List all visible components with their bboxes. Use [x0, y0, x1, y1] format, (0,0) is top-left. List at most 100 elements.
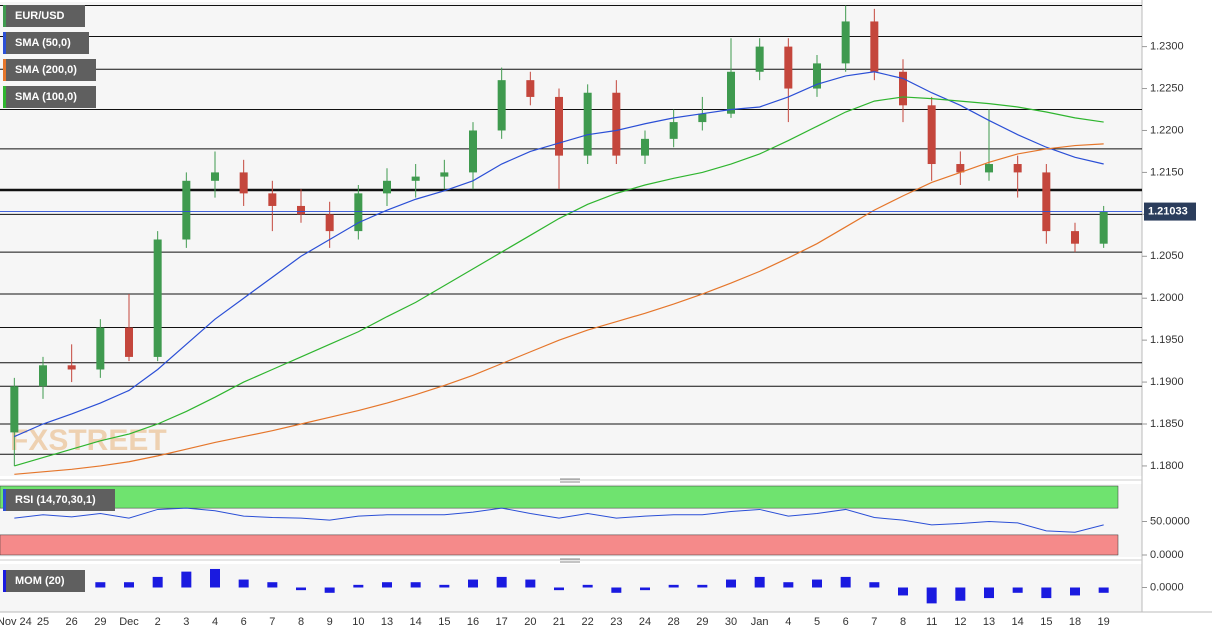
legend-swatch: [3, 59, 6, 81]
x-tick-label: 30: [725, 616, 737, 628]
mom-bar: [1070, 587, 1080, 596]
candle-body: [325, 214, 334, 232]
mom-bar: [869, 582, 880, 588]
sma-line: [14, 71, 1104, 438]
mom-bar: [1098, 587, 1109, 593]
x-tick-label: 15: [1040, 616, 1052, 628]
mom-bar: [210, 568, 220, 588]
mom-bar: [124, 582, 134, 588]
legend-box: [3, 489, 115, 511]
separator: [0, 478, 1142, 483]
mom-bar: [783, 582, 794, 588]
mom-bar: [640, 587, 650, 591]
mom-bar: [353, 584, 364, 588]
mom-bar: [324, 587, 335, 593]
separator: [0, 558, 1142, 563]
x-tick-label: 2: [155, 616, 161, 628]
candle-body: [526, 80, 535, 97]
candle-body: [239, 172, 248, 194]
y-tick-label: 1.2250: [1150, 82, 1184, 94]
candle-body: [899, 71, 907, 106]
legend-swatch: [3, 32, 6, 54]
x-tick-label: 4: [212, 616, 218, 628]
mom-bar: [238, 579, 249, 588]
x-tick-label: 13: [983, 616, 995, 628]
candle-body: [469, 130, 477, 173]
x-tick-label: 4: [785, 616, 791, 628]
y-tick-label: 1.2150: [1150, 166, 1184, 178]
y-tick-label: 1.1800: [1150, 460, 1184, 472]
mom-bar: [267, 582, 278, 588]
mom-bar: [898, 587, 908, 596]
x-tick-label: Dec: [119, 616, 139, 628]
mom-bar: [582, 584, 593, 588]
legend-swatch: [3, 86, 6, 108]
legend-label: SMA (200,0): [15, 64, 77, 76]
candle-body: [497, 80, 506, 131]
candle-body: [841, 21, 850, 64]
mom-bar: [840, 576, 851, 588]
y-tick-label: 0.0000: [1150, 581, 1184, 593]
mom-bar: [296, 587, 306, 591]
candle-body: [39, 365, 47, 387]
legend-box: [3, 5, 85, 27]
x-tick-label: 29: [94, 616, 106, 628]
x-tick-label: 12: [954, 616, 966, 628]
x-tick-label: 28: [668, 616, 680, 628]
legend-swatch: [3, 5, 6, 27]
y-tick-label: 1.2000: [1150, 292, 1184, 304]
mom-bar: [468, 579, 478, 588]
candle-body: [1071, 231, 1079, 244]
candle-body: [96, 327, 105, 370]
x-tick-label: 15: [438, 616, 450, 628]
candle-body: [555, 96, 563, 156]
candle-body: [153, 239, 162, 357]
x-tick-label: 8: [298, 616, 304, 628]
x-tick-label: 18: [1069, 616, 1081, 628]
overbought-band: [0, 485, 1119, 509]
mom-bar: [955, 587, 966, 601]
mom-bar: [95, 582, 106, 588]
x-tick-label: 14: [410, 616, 422, 628]
candle-body: [211, 172, 219, 181]
legend-label: MOM (20): [15, 575, 65, 587]
candle-body: [354, 193, 363, 232]
oversold-band: [0, 534, 1119, 556]
x-tick-label: 14: [1012, 616, 1024, 628]
y-tick-label: 1.1850: [1150, 418, 1184, 430]
candle-body: [182, 180, 191, 240]
legend-box: [3, 32, 89, 54]
candle-body: [1042, 172, 1051, 232]
x-tick-label: 13: [381, 616, 393, 628]
candle-body: [10, 386, 19, 433]
y-tick-label: 0.0000: [1150, 549, 1184, 561]
y-tick-label: 1.2300: [1150, 41, 1184, 53]
y-tick-label: 1.2050: [1150, 250, 1184, 262]
main-panel: [0, 2, 1142, 476]
mom-bar: [496, 576, 507, 588]
candle-body: [927, 105, 936, 165]
legend-box: [3, 59, 96, 81]
x-tick-label: 21: [553, 616, 565, 628]
candle-body: [956, 164, 965, 173]
legend-box: [3, 86, 96, 108]
legend-label: EUR/USD: [15, 10, 65, 22]
candle-body: [1013, 164, 1022, 173]
mom-bar: [152, 576, 163, 588]
mom-panel: [0, 564, 1142, 612]
candle-body: [67, 365, 76, 370]
mom-bar: [1012, 587, 1023, 593]
candle-body: [383, 180, 391, 194]
x-tick-label: 20: [524, 616, 536, 628]
x-tick-label: 22: [582, 616, 594, 628]
x-tick-label: 9: [327, 616, 333, 628]
x-tick-label: 11: [926, 616, 937, 628]
legend: EUR/USD SMA (50,0) SMA (200,0) SMA (100,…: [3, 5, 115, 592]
mom-bar: [410, 582, 421, 588]
mom-bar: [382, 582, 392, 588]
x-tick-label: 7: [871, 616, 877, 628]
x-tick-label: 6: [241, 616, 247, 628]
candle-body: [727, 71, 735, 114]
mom-bar: [697, 584, 708, 588]
